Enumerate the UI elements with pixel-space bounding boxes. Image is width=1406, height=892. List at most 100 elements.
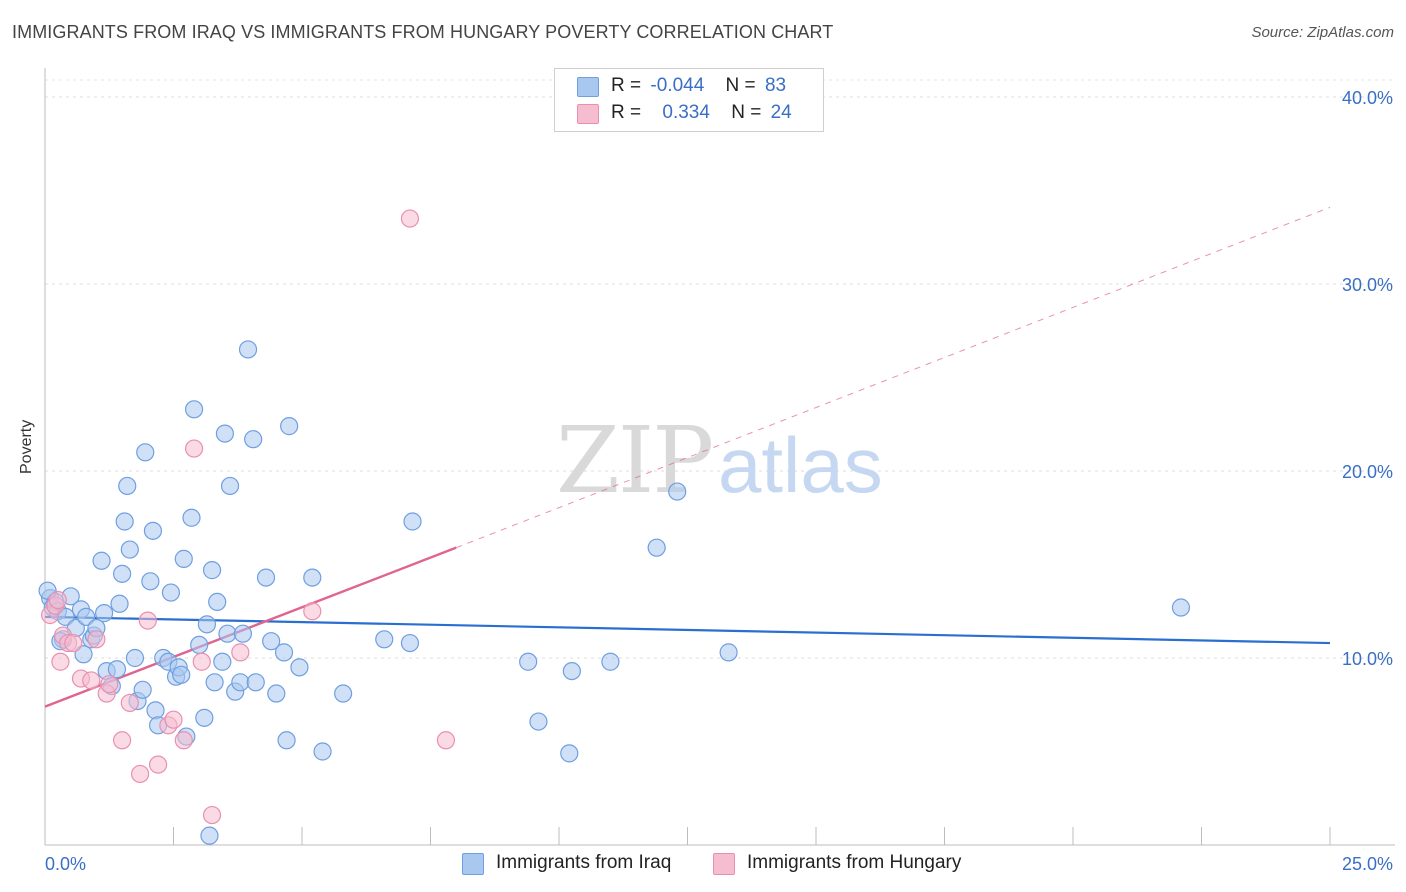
iraq-point-26[interactable] xyxy=(133,680,152,699)
iraq-point-75[interactable] xyxy=(601,652,620,671)
iraq-point-19[interactable] xyxy=(110,594,129,613)
iraq-point-58[interactable] xyxy=(256,568,276,587)
iraq-point-43[interactable] xyxy=(195,708,214,727)
iraq-point-79[interactable] xyxy=(1171,598,1191,617)
iraq-point-66[interactable] xyxy=(313,742,332,761)
hungary-point-2[interactable] xyxy=(48,590,67,610)
series-legend-swatch-iraq xyxy=(462,853,484,875)
iraq-point-69[interactable] xyxy=(400,633,420,653)
iraq-point-45[interactable] xyxy=(202,561,222,580)
hungary-point-12[interactable] xyxy=(112,731,132,750)
iraq-point-34[interactable] xyxy=(161,583,181,602)
iraq-point-57[interactable] xyxy=(246,673,265,692)
iraq-point-59[interactable] xyxy=(262,632,281,651)
iraq-point-49[interactable] xyxy=(215,424,234,443)
iraq-point-38[interactable] xyxy=(174,549,193,568)
iraq-point-63[interactable] xyxy=(280,417,299,436)
iraq-point-30[interactable] xyxy=(146,701,165,720)
iraq-point-73[interactable] xyxy=(560,744,579,763)
hungary-point-22[interactable] xyxy=(202,805,222,825)
iraq-point-18[interactable] xyxy=(107,660,127,679)
legend-r-value-iraq: -0.044 xyxy=(650,75,705,96)
chart-title: IMMIGRANTS FROM IRAQ VS IMMIGRANTS FROM … xyxy=(12,22,834,42)
iraq-point-56[interactable] xyxy=(244,430,263,449)
hungary-point-13[interactable] xyxy=(120,693,139,712)
correlation-legend: R = -0.044 N = 83 R = 0.334 N = 24 xyxy=(554,68,824,132)
iraq-point-28[interactable] xyxy=(141,572,160,591)
legend-n-value-hungary: 24 xyxy=(770,102,792,123)
iraq-point-22[interactable] xyxy=(118,476,137,496)
iraq-point-23[interactable] xyxy=(120,540,139,559)
y-tick-label-2: 30.0% xyxy=(1342,275,1393,295)
legend-swatch-iraq xyxy=(577,77,599,97)
axes xyxy=(44,68,1395,846)
iraq-point-40[interactable] xyxy=(182,508,201,527)
hungary-point-11[interactable] xyxy=(100,675,119,694)
series-iraq-points xyxy=(38,340,1191,845)
iraq-point-76[interactable] xyxy=(647,538,666,557)
iraq-point-74[interactable] xyxy=(562,661,581,681)
iraq-point-47[interactable] xyxy=(208,592,227,612)
iraq-point-27[interactable] xyxy=(136,443,155,462)
hungary-point-19[interactable] xyxy=(174,731,193,750)
hungary-point-25[interactable] xyxy=(400,209,420,228)
iraq-point-37[interactable] xyxy=(172,665,191,684)
series-legend-label-iraq: Immigrants from Iraq xyxy=(496,852,672,873)
iraq-point-41[interactable] xyxy=(184,400,204,419)
iraq-point-78[interactable] xyxy=(719,643,738,662)
hungary-point-16[interactable] xyxy=(148,755,168,774)
iraq-point-14[interactable] xyxy=(92,551,111,570)
iraq-point-65[interactable] xyxy=(303,568,322,587)
hungary-point-15[interactable] xyxy=(138,611,157,630)
iraq-point-54[interactable] xyxy=(233,624,252,643)
hungary-point-6[interactable] xyxy=(64,633,83,653)
iraq-point-67[interactable] xyxy=(334,684,353,703)
iraq-point-72[interactable] xyxy=(529,712,548,731)
series-legend-swatch-hungary xyxy=(713,853,735,875)
iraq-point-15[interactable] xyxy=(95,604,114,623)
hungary-point-20[interactable] xyxy=(184,439,204,458)
iraq-point-44[interactable] xyxy=(197,615,217,634)
iraq-point-50[interactable] xyxy=(218,624,237,643)
y-tick-label-1: 20.0% xyxy=(1342,462,1393,482)
hungary-point-23[interactable] xyxy=(231,643,250,662)
watermark-zip: ZIP xyxy=(556,407,712,514)
iraq-point-20[interactable] xyxy=(112,564,132,583)
iraq-point-64[interactable] xyxy=(290,658,309,677)
iraq-point-68[interactable] xyxy=(375,630,394,649)
gridlines xyxy=(45,79,1395,659)
hungary-point-8[interactable] xyxy=(82,671,101,690)
hungary-point-14[interactable] xyxy=(130,764,150,784)
series-legend-label-hungary: Immigrants from Hungary xyxy=(747,852,962,873)
series-legend: Immigrants from Iraq Immigrants from Hun… xyxy=(0,852,1406,878)
tick-labels: 10.0% 20.0% 30.0% 40.0% 0.0% 25.0% xyxy=(45,88,1393,874)
iraq-point-62[interactable] xyxy=(277,731,296,750)
iraq-point-51[interactable] xyxy=(220,476,240,496)
legend-n-value-iraq: 83 xyxy=(764,75,787,96)
hungary-point-21[interactable] xyxy=(192,652,211,671)
hungary-point-18[interactable] xyxy=(164,710,183,729)
iraq-point-21[interactable] xyxy=(115,512,134,531)
iraq-point-60[interactable] xyxy=(267,684,286,703)
iraq-point-55[interactable] xyxy=(238,340,258,359)
iraq-point-77[interactable] xyxy=(668,482,687,501)
iraq-point-80[interactable] xyxy=(200,826,219,845)
hungary-point-26[interactable] xyxy=(436,731,456,750)
iraq-point-61[interactable] xyxy=(274,643,294,662)
y-tick-label-3: 40.0% xyxy=(1342,88,1393,108)
iraq-point-71[interactable] xyxy=(519,652,538,671)
iraq-point-70[interactable] xyxy=(403,512,422,531)
iraq-point-29[interactable] xyxy=(143,521,163,540)
hungary-point-9[interactable] xyxy=(87,630,106,649)
legend-r-label-iraq: R = xyxy=(611,75,642,96)
iraq-point-10[interactable] xyxy=(77,607,96,626)
iraq-point-48[interactable] xyxy=(213,652,232,671)
iraq-point-42[interactable] xyxy=(190,635,209,655)
hungary-point-3[interactable] xyxy=(51,652,70,671)
iraq-point-9[interactable] xyxy=(74,645,93,664)
iraq-point-46[interactable] xyxy=(205,673,224,692)
iraq-point-24[interactable] xyxy=(125,648,145,668)
hungary-point-24[interactable] xyxy=(303,602,322,621)
iraq-point-53[interactable] xyxy=(231,673,250,692)
